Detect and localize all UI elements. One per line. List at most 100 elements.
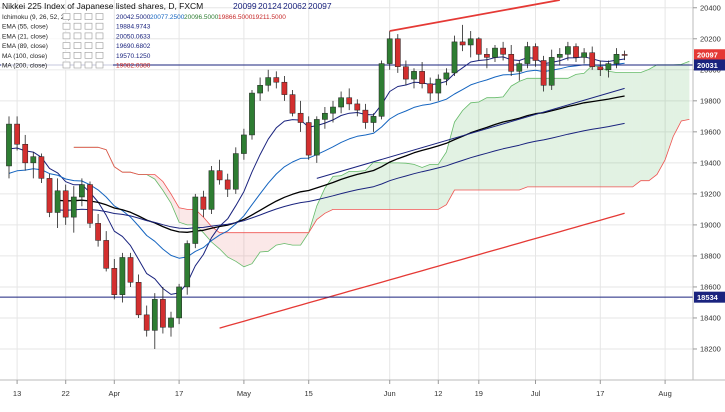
cloud-segment xyxy=(495,96,504,190)
cloud-segment xyxy=(171,193,180,223)
cloud-segment xyxy=(681,61,690,121)
time-tick-label: Jul xyxy=(531,389,541,398)
price-tick-label: 19600 xyxy=(700,127,721,136)
candle-body xyxy=(362,109,369,123)
candle-body xyxy=(548,57,555,86)
candle-body xyxy=(621,54,628,56)
cloud-segment xyxy=(381,162,390,210)
ema-89-line xyxy=(57,122,625,229)
candle-body xyxy=(176,286,182,319)
legend-toggle-box xyxy=(73,51,82,59)
price-tick-label: 18400 xyxy=(700,314,721,323)
time-axis[interactable]: 13 22 Apr 17 May 15 Jun 12 19 Jul 17 Aug xyxy=(13,380,672,398)
cloud-segment xyxy=(414,164,423,210)
legend-toggle-box xyxy=(95,51,104,59)
legend-toggle-box xyxy=(95,22,104,30)
legend-toggle-box xyxy=(62,32,71,40)
support-trendline xyxy=(316,87,625,179)
candle-body xyxy=(419,71,425,85)
candle-body xyxy=(232,153,239,190)
candle-body xyxy=(346,97,353,105)
cloud-segment xyxy=(357,170,366,210)
candle-body xyxy=(403,66,409,80)
candle-body xyxy=(589,52,596,67)
indicator-value: 19211.5000 xyxy=(252,14,286,21)
candle-body xyxy=(79,184,85,198)
candle-body xyxy=(378,63,385,117)
cloud-span-b xyxy=(73,119,690,234)
time-tick-label: 12 xyxy=(434,389,442,398)
candle-body xyxy=(54,190,61,213)
candle-body xyxy=(484,54,490,58)
candle-body xyxy=(443,72,450,80)
candle-body xyxy=(216,170,223,181)
legend-toggle-box xyxy=(62,13,71,20)
indicator-value: 20042.5000 xyxy=(116,14,151,21)
price-tick-label: 20200 xyxy=(700,34,721,43)
cloud-segment xyxy=(260,232,269,253)
legend-toggle-box xyxy=(84,22,93,30)
cloud-segment xyxy=(292,232,301,246)
ohlc-value: 20062 xyxy=(283,1,307,11)
candle-body xyxy=(95,223,101,241)
candle-body xyxy=(305,122,312,156)
indicator-label: MA (100, close) xyxy=(2,53,47,60)
time-tick-label: May xyxy=(237,389,251,398)
indicator-value: 19884.9743 xyxy=(116,24,151,31)
candle-body xyxy=(14,123,20,145)
legend-toggle-box xyxy=(73,13,82,20)
cloud-segment xyxy=(632,72,641,187)
candle-body xyxy=(6,123,12,167)
candle-body xyxy=(70,196,77,218)
candle-body xyxy=(273,77,280,83)
cloud-segment xyxy=(154,174,163,191)
legend-row-bg xyxy=(1,41,113,51)
legend-row-bg xyxy=(1,61,113,70)
price-tick-label: 19400 xyxy=(700,158,721,167)
cloud-segment xyxy=(559,78,568,187)
indicator-label: EMA (55, close) xyxy=(2,24,48,31)
legend-toggle-box xyxy=(84,42,93,49)
candle-body xyxy=(111,268,118,295)
price-tick-label: 18600 xyxy=(700,283,721,292)
candle-body xyxy=(500,47,506,55)
indicator-value: 19866.5000 xyxy=(218,14,253,21)
indicator-value: 19570.1250 xyxy=(116,53,151,60)
candle-body xyxy=(151,299,158,331)
candle-body xyxy=(581,52,587,58)
price-tick-label: 19200 xyxy=(700,189,721,198)
candle-body xyxy=(143,314,150,331)
time-tick-label: 13 xyxy=(13,389,21,398)
time-tick-label: 17 xyxy=(175,389,183,398)
legend-toggle-box xyxy=(73,22,82,30)
cloud-segment xyxy=(462,102,471,190)
legend-toggle-box xyxy=(84,13,93,20)
candle-body xyxy=(516,63,523,72)
legend-toggle-box xyxy=(84,32,93,40)
price-tick-label: 18200 xyxy=(700,345,721,354)
cloud-segment xyxy=(673,64,682,137)
legend-toggle-box xyxy=(62,51,71,59)
price-axis[interactable]: 2040020200200001980019600194001920019000… xyxy=(693,3,721,354)
grid-lines xyxy=(0,0,693,380)
candle-body xyxy=(249,92,255,136)
cloud-segment xyxy=(592,65,601,187)
price-badge xyxy=(694,59,725,71)
resistance-trendline xyxy=(389,0,560,32)
cloud-segment xyxy=(527,78,536,187)
candle-body xyxy=(427,83,434,94)
cloud-segment xyxy=(486,97,495,190)
candle-body xyxy=(192,196,199,244)
indicator-label: EMA (89, close) xyxy=(2,43,48,50)
cloud-segment xyxy=(640,69,649,181)
candle-body xyxy=(475,38,482,55)
candle-body xyxy=(508,54,515,72)
candle-body xyxy=(127,257,134,283)
price-badge-label: 18534 xyxy=(697,293,719,302)
indicator-value: 20096.5000 xyxy=(184,14,219,21)
legend-row-bg xyxy=(1,51,113,60)
cloud-segment xyxy=(503,86,512,190)
